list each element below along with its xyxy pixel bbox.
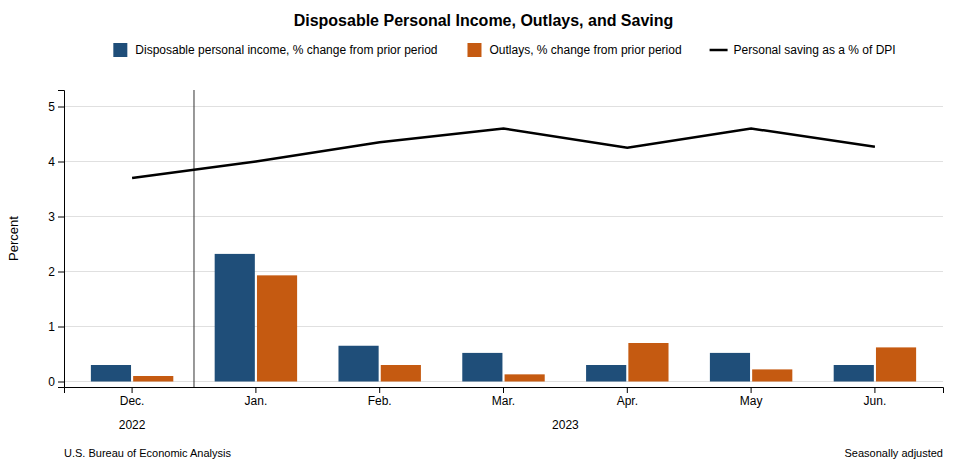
bar bbox=[505, 374, 545, 381]
grid-line bbox=[64, 271, 943, 272]
y-tick-label: 0 bbox=[48, 375, 55, 389]
x-tick: Mar. bbox=[492, 387, 515, 408]
y-tick-label: 2 bbox=[48, 265, 55, 279]
x-tick-label: Feb. bbox=[368, 394, 392, 408]
bar bbox=[876, 347, 916, 381]
annotation: 2022 bbox=[119, 418, 146, 432]
legend-item: Disposable personal income, % change fro… bbox=[113, 43, 437, 57]
x-tick-label: Dec. bbox=[120, 394, 145, 408]
x-tick: Dec. bbox=[120, 387, 145, 408]
x-tick: Apr. bbox=[617, 387, 638, 408]
x-tick-mark bbox=[255, 387, 256, 393]
y-tick: 1 bbox=[48, 320, 64, 334]
legend-label: Outlays, % change from prior period bbox=[489, 43, 681, 57]
x-tick-mark bbox=[751, 387, 752, 393]
x-tick-label: Mar. bbox=[492, 394, 515, 408]
y-tick: 3 bbox=[48, 210, 64, 224]
y-tick-mark bbox=[58, 217, 64, 218]
bar bbox=[834, 365, 874, 382]
grid-line bbox=[64, 326, 943, 327]
bar bbox=[710, 353, 750, 382]
plot: 0 1 2 3 4 5 Dec. Jan. Feb. Mar. Apr. May Jun. 2022 202… bbox=[48, 90, 943, 432]
x-tick-label: May bbox=[740, 394, 763, 408]
legend-item: Outlays, % change from prior period bbox=[467, 43, 681, 57]
legend-swatch bbox=[710, 49, 728, 52]
bar bbox=[586, 365, 626, 382]
bar bbox=[462, 353, 502, 382]
x-tick: Jun. bbox=[864, 387, 887, 408]
group-separator bbox=[193, 90, 194, 387]
y-tick: 0 bbox=[48, 375, 64, 389]
marks bbox=[91, 90, 916, 387]
x-tick-label: Apr. bbox=[617, 394, 638, 408]
y-tick-label: 3 bbox=[48, 210, 55, 224]
y-tick: 2 bbox=[48, 265, 64, 279]
x-tick: May bbox=[740, 387, 763, 408]
bar bbox=[215, 254, 255, 382]
bar bbox=[338, 346, 378, 382]
x-tick-mark bbox=[503, 387, 504, 393]
legend-swatch bbox=[467, 43, 481, 57]
x-tick: Feb. bbox=[368, 387, 392, 408]
x-tick: Jan. bbox=[245, 387, 268, 408]
y-axis: 0 1 2 3 4 5 bbox=[48, 91, 64, 389]
y-axis-line bbox=[58, 91, 65, 388]
y-tick-label: 4 bbox=[48, 155, 55, 169]
bar bbox=[257, 275, 297, 381]
bar bbox=[381, 365, 421, 382]
y-tick-mark bbox=[58, 162, 64, 163]
legend-label: Personal saving as a % of DPI bbox=[734, 43, 896, 57]
x-axis-line bbox=[65, 388, 944, 394]
y-tick-mark bbox=[58, 327, 64, 328]
legend-swatch bbox=[113, 43, 127, 57]
bar bbox=[91, 365, 131, 382]
bar bbox=[133, 376, 173, 382]
legend-item: Personal saving as a % of DPI bbox=[710, 43, 896, 57]
y-axis-title: Percent bbox=[6, 216, 21, 261]
y-tick-label: 1 bbox=[48, 320, 55, 334]
line bbox=[132, 129, 875, 179]
x-tick-mark bbox=[132, 387, 133, 393]
y-tick-mark bbox=[58, 272, 64, 273]
legend-label: Disposable personal income, % change fro… bbox=[135, 43, 437, 57]
x-tick-mark bbox=[627, 387, 628, 393]
x-tick-mark bbox=[874, 387, 875, 393]
grid-line bbox=[64, 161, 943, 162]
bar-series bbox=[133, 275, 916, 381]
grid-line bbox=[64, 106, 943, 107]
grid bbox=[64, 107, 943, 382]
x-axis: Dec. Jan. Feb. Mar. Apr. May Jun. bbox=[65, 387, 944, 408]
bar bbox=[752, 369, 792, 381]
y-tick-mark bbox=[58, 107, 64, 108]
chart: Disposable Personal Income, Outlays, and… bbox=[0, 0, 967, 465]
annotation: 2023 bbox=[552, 418, 579, 432]
legend: Disposable personal income, % change fro… bbox=[113, 43, 895, 57]
bar bbox=[628, 343, 668, 382]
y-tick: 4 bbox=[48, 155, 64, 169]
x-tick-label: Jun. bbox=[864, 394, 887, 408]
x-tick-label: Jan. bbox=[245, 394, 268, 408]
source: U.S. Bureau of Economic Analysis bbox=[64, 447, 231, 459]
y-tick-label: 5 bbox=[48, 100, 55, 114]
y-tick-mark bbox=[58, 382, 64, 383]
x-tick-mark bbox=[379, 387, 380, 393]
note: Seasonally adjusted bbox=[845, 447, 943, 459]
y-tick: 5 bbox=[48, 100, 64, 114]
bar-series bbox=[91, 254, 874, 382]
title: Disposable Personal Income, Outlays, and… bbox=[294, 12, 674, 29]
grid-line bbox=[64, 216, 943, 217]
grid-line bbox=[64, 381, 943, 382]
